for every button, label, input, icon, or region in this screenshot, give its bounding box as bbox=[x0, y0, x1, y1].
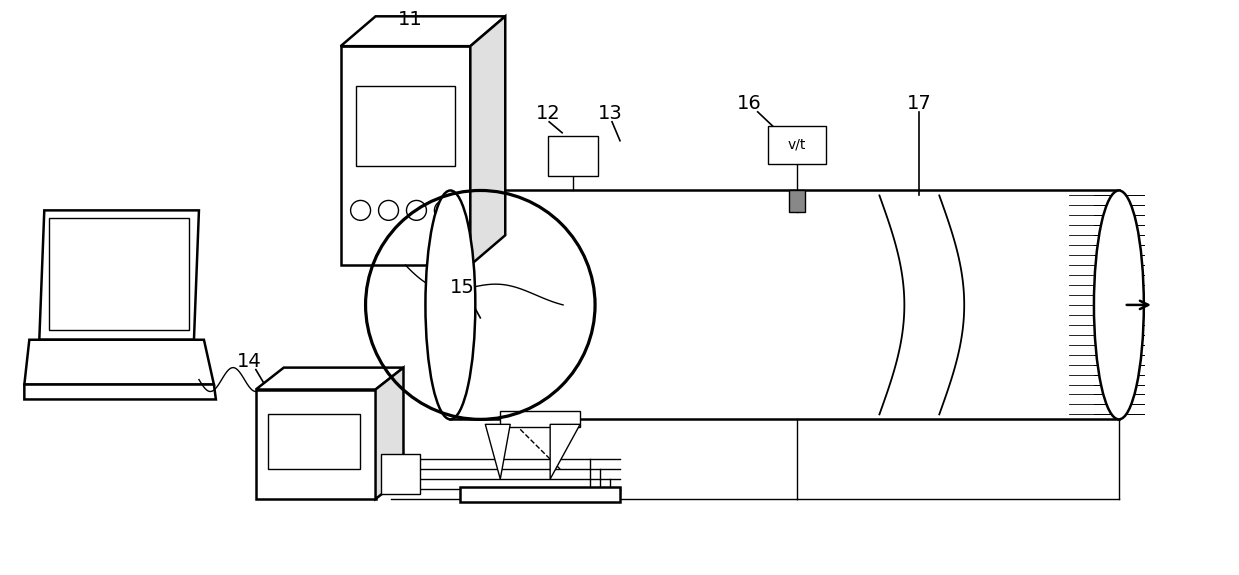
Polygon shape bbox=[471, 16, 506, 265]
Polygon shape bbox=[341, 16, 506, 46]
Bar bbox=[788, 190, 804, 212]
Bar bbox=[768, 126, 825, 164]
Bar bbox=[461, 487, 620, 502]
Polygon shape bbox=[550, 424, 580, 479]
Text: 11: 11 bbox=[398, 10, 422, 29]
Bar bbox=[380, 454, 420, 494]
Ellipse shape bbox=[425, 190, 476, 419]
Text: 12: 12 bbox=[535, 104, 560, 124]
Bar bbox=[50, 218, 190, 330]
Bar bbox=[255, 389, 375, 499]
Bar bbox=[501, 411, 580, 427]
Polygon shape bbox=[486, 424, 510, 479]
Text: v/t: v/t bbox=[788, 137, 805, 152]
Bar bbox=[341, 46, 471, 265]
Polygon shape bbox=[25, 340, 214, 385]
Polygon shape bbox=[375, 367, 404, 499]
Bar bbox=[548, 136, 598, 175]
Text: 17: 17 bbox=[907, 94, 932, 113]
Polygon shape bbox=[25, 385, 216, 400]
Polygon shape bbox=[255, 367, 404, 389]
Text: 15: 15 bbox=[450, 278, 475, 297]
Text: 14: 14 bbox=[237, 352, 261, 371]
Bar bbox=[356, 86, 456, 166]
Ellipse shape bbox=[1094, 190, 1144, 419]
Text: 16: 16 bbox=[737, 94, 762, 113]
Bar bbox=[268, 415, 359, 469]
Polygon shape bbox=[40, 210, 199, 340]
Text: 13: 13 bbox=[597, 104, 622, 124]
